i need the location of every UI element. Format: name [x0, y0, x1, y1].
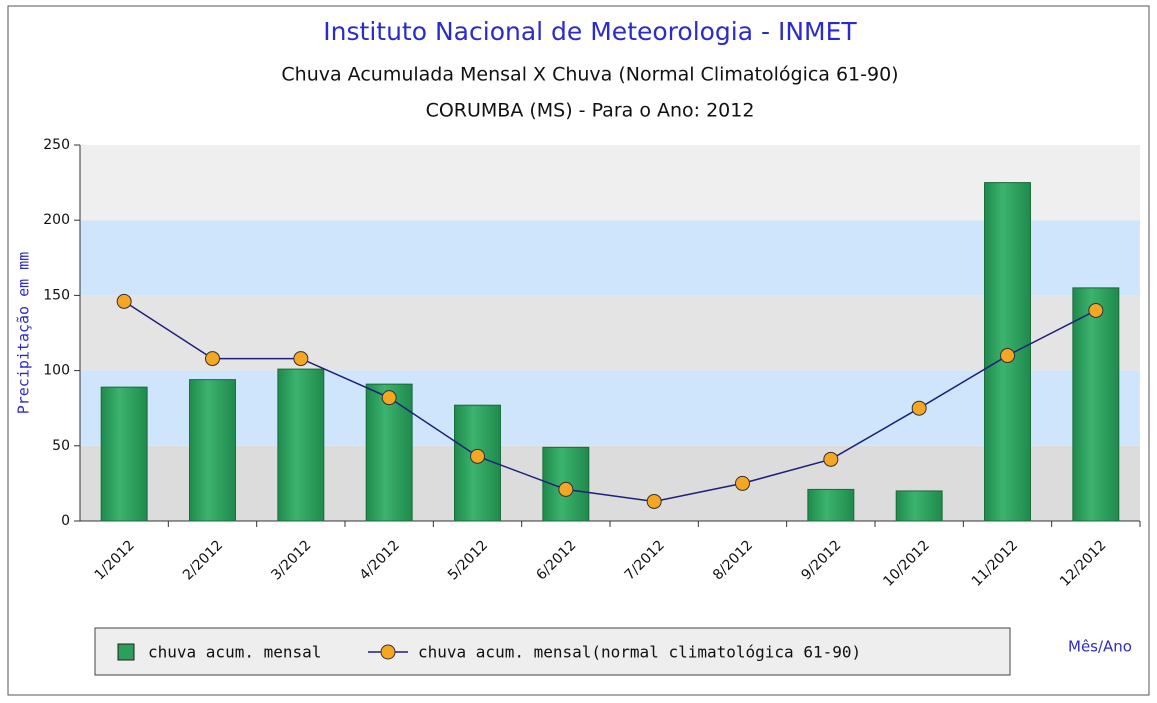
bar: [189, 379, 236, 522]
point: [558, 481, 574, 497]
grid-band: [80, 220, 1140, 296]
legend-label: chuva acum. mensal(normal climatológica …: [418, 643, 861, 662]
y-tick-label: 250: [43, 137, 70, 153]
legend-marker: [380, 644, 396, 660]
bar: [895, 490, 943, 522]
y-tick-label: 150: [43, 287, 70, 303]
chart-subtitle: CORUMBA (MS) - Para o Ano: 2012: [426, 100, 755, 122]
point: [470, 448, 485, 464]
point: [823, 451, 839, 467]
point: [1088, 302, 1104, 318]
grid-band: [80, 145, 1140, 221]
point: [293, 351, 309, 367]
x-axis-label: Mês/Ano: [1068, 638, 1132, 656]
bar: [807, 488, 855, 522]
bar: [277, 368, 325, 522]
grid-band: [80, 295, 1140, 371]
y-tick-label: 100: [43, 363, 70, 379]
grid-band: [80, 445, 1140, 521]
point: [205, 351, 220, 367]
point: [646, 493, 662, 509]
chart-title: Instituto Nacional de Meteorologia - INM…: [323, 17, 857, 46]
point: [381, 390, 397, 406]
point: [735, 475, 750, 491]
legend: [94, 627, 1011, 676]
point: [1000, 348, 1015, 364]
legend-swatch: [117, 643, 135, 661]
bar: [100, 386, 148, 522]
legend-label: chuva acum. mensal: [148, 643, 321, 662]
point: [911, 400, 927, 416]
chart-subtitle: Chuva Acumulada Mensal X Chuva (Normal C…: [281, 64, 898, 86]
y-axis-label: Precipitação em mm: [15, 252, 33, 415]
bar: [1072, 287, 1120, 522]
bar: [454, 404, 501, 522]
y-tick-label: 50: [52, 438, 70, 454]
y-tick-label: 200: [43, 212, 70, 228]
point: [116, 293, 132, 309]
y-tick-label: 0: [61, 513, 70, 529]
line: [123, 300, 1097, 503]
grid-band: [80, 370, 1140, 446]
